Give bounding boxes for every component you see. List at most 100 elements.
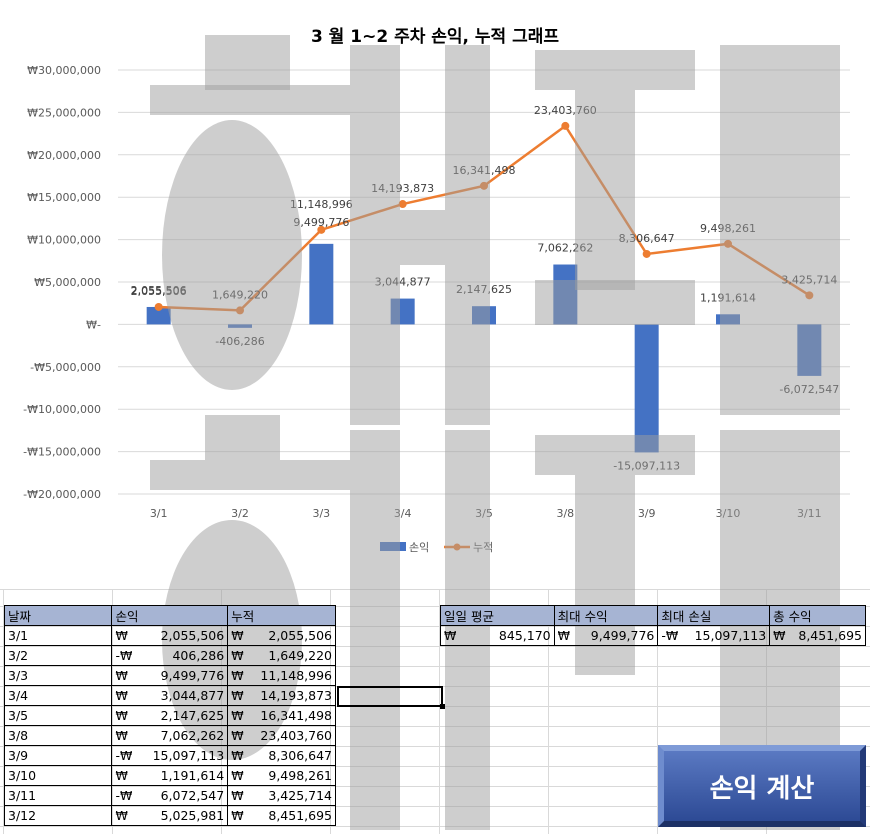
calculate-pl-button[interactable]: 손익 계산 [658, 745, 866, 827]
header-total-profit[interactable]: 총 수익 [769, 605, 866, 626]
pl-cell[interactable]: -₩ 406,286 [111, 645, 229, 666]
chart-gridlines [118, 69, 850, 495]
date-cell[interactable]: 3/9 [3, 745, 113, 766]
header-max-loss[interactable]: 최대 손실 [657, 605, 771, 626]
header-daily-average[interactable]: 일일 평균 [440, 605, 555, 626]
daily-table-header: 날짜 손익 누적 [3, 605, 336, 626]
pl-cell[interactable]: ₩9,499,776 [111, 665, 229, 686]
cum-cell[interactable]: ₩8,306,647 [227, 745, 336, 766]
cum-cell[interactable]: ₩1,649,220 [227, 645, 336, 666]
table-row: 3/2 -₩ 406,286 ₩1,649,220 [3, 645, 336, 666]
date-cell[interactable]: 3/11 [3, 785, 113, 806]
bar [553, 264, 578, 325]
daily-pl-table: 날짜 손익 누적 3/1 ₩2,055,506 ₩2,055,506 3/2 -₩ 406… [3, 605, 336, 826]
table-row: 3/11 -₩ 6,072,547 ₩3,425,714 [3, 785, 336, 806]
line-point [236, 306, 244, 315]
chart-area[interactable]: 3 월 1~2 주차 손익, 누적 그래프 ₩30,000,000 ₩25,000… [0, 0, 870, 590]
y-tick-label: ₩30,000,000 [27, 64, 101, 77]
x-tick-label: 3/10 [716, 507, 741, 520]
cum-cell[interactable]: ₩8,451,695 [227, 805, 336, 826]
cum-cell[interactable]: ₩23,403,760 [227, 725, 336, 746]
pl-cell[interactable]: ₩5,025,981 [111, 805, 229, 826]
x-tick-label: 3/1 [150, 507, 168, 520]
bar-data-label: -15,097,113 [613, 459, 680, 472]
line-data-label: 23,403,760 [534, 104, 597, 117]
bar-data-label: 1,191,614 [700, 291, 756, 304]
y-tick-label: ₩15,000,000 [27, 191, 101, 204]
pl-cell[interactable]: ₩1,191,614 [111, 765, 229, 786]
line-point [317, 225, 326, 234]
y-tick-label: -₩5,000,000 [30, 361, 101, 374]
date-cell[interactable]: 3/2 [3, 645, 113, 666]
header-pl[interactable]: 손익 [111, 605, 229, 626]
summary-header: 일일 평균 최대 수익 최대 손실 총 수익 [440, 605, 866, 626]
line-data-label: 9,498,261 [700, 222, 756, 235]
x-tick-label: 3/11 [797, 507, 822, 520]
cum-cell[interactable]: ₩2,055,506 [227, 625, 336, 646]
date-cell[interactable]: 3/4 [3, 685, 113, 706]
x-tick-label: 3/5 [475, 507, 493, 520]
pl-cell[interactable]: ₩2,147,625 [111, 705, 229, 726]
x-axis-ticks: 3/1 3/2 3/3 3/4 3/5 3/8 3/9 3/10 3/11 [150, 507, 822, 520]
y-tick-label: -₩10,000,000 [23, 403, 101, 416]
cum-cell[interactable]: ₩3,425,714 [227, 785, 336, 806]
cum-cell[interactable]: ₩14,193,873 [227, 685, 336, 706]
y-tick-label: ₩- [86, 318, 101, 331]
legend-label-cum: 누적 [473, 541, 493, 554]
date-cell[interactable]: 3/12 [3, 805, 113, 826]
pl-cell[interactable]: ₩2,055,506 [111, 625, 229, 646]
header-cum[interactable]: 누적 [227, 605, 336, 626]
line-data-label: 16,341,498 [453, 164, 516, 177]
chart-title: 3 월 1~2 주차 손익, 누적 그래프 [311, 27, 559, 47]
bar [309, 243, 334, 325]
legend: 손익 누적 [380, 541, 493, 554]
table-row: 3/10 ₩1,191,614 ₩9,498,261 [3, 765, 336, 786]
cum-cell[interactable]: ₩16,341,498 [227, 705, 336, 726]
line-point [154, 302, 163, 311]
line-point [480, 181, 488, 190]
cum-cell[interactable]: ₩9,498,261 [227, 765, 336, 786]
date-cell[interactable]: 3/8 [3, 725, 113, 746]
bar [716, 314, 740, 325]
pl-cell[interactable]: -₩ 15,097,113 [111, 745, 229, 766]
line-data-label: 3,425,714 [781, 273, 837, 286]
line-point [724, 239, 732, 248]
line-data-label: 1,649,220 [212, 288, 268, 301]
x-tick-label: 3/8 [556, 507, 574, 520]
active-cell-selection[interactable] [337, 686, 445, 709]
line-point [398, 200, 407, 209]
table-row: 3/3 ₩9,499,776 ₩11,148,996 [3, 665, 336, 686]
table-row: 3/4 ₩3,044,877 ₩14,193,873 [3, 685, 336, 706]
date-cell[interactable]: 3/10 [3, 765, 113, 786]
y-tick-label: -₩15,000,000 [23, 446, 101, 459]
bar-data-label: 7,062,262 [537, 242, 593, 255]
date-cell[interactable]: 3/5 [3, 705, 113, 726]
pl-bars [146, 243, 822, 453]
y-tick-label: ₩20,000,000 [27, 149, 101, 162]
cum-cell[interactable]: ₩11,148,996 [227, 665, 336, 686]
header-max-profit[interactable]: 최대 수익 [553, 605, 659, 626]
pl-cell[interactable]: ₩7,062,262 [111, 725, 229, 746]
y-tick-label: -₩20,000,000 [23, 488, 101, 501]
pl-cell[interactable]: ₩3,044,877 [111, 685, 229, 706]
x-tick-label: 3/9 [638, 507, 656, 520]
bar [390, 298, 415, 325]
line-point [805, 291, 814, 300]
header-date[interactable]: 날짜 [3, 605, 113, 626]
y-tick-label: ₩10,000,000 [27, 234, 101, 247]
daily-average-cell[interactable]: ₩845,170 [440, 625, 555, 646]
max-profit-cell[interactable]: ₩9,499,776 [553, 625, 659, 646]
date-cell[interactable]: 3/1 [3, 625, 113, 646]
table-row: 3/12 ₩5,025,981 ₩8,451,695 [3, 805, 336, 826]
line-data-label: 14,193,873 [371, 182, 434, 195]
x-tick-label: 3/3 [312, 507, 330, 520]
max-loss-cell[interactable]: -₩ 15,097,113 [657, 625, 771, 646]
table-row: 3/9 -₩ 15,097,113 ₩8,306,647 [3, 745, 336, 766]
total-profit-cell[interactable]: ₩8,451,695 [769, 625, 866, 646]
bar-data-label: -6,072,547 [779, 383, 839, 396]
date-cell[interactable]: 3/3 [3, 665, 113, 686]
pl-cell[interactable]: -₩ 6,072,547 [111, 785, 229, 806]
legend-swatch-pl [380, 542, 406, 551]
line-data-label: 2,055,506 [131, 285, 187, 298]
x-tick-label: 3/2 [231, 507, 249, 520]
